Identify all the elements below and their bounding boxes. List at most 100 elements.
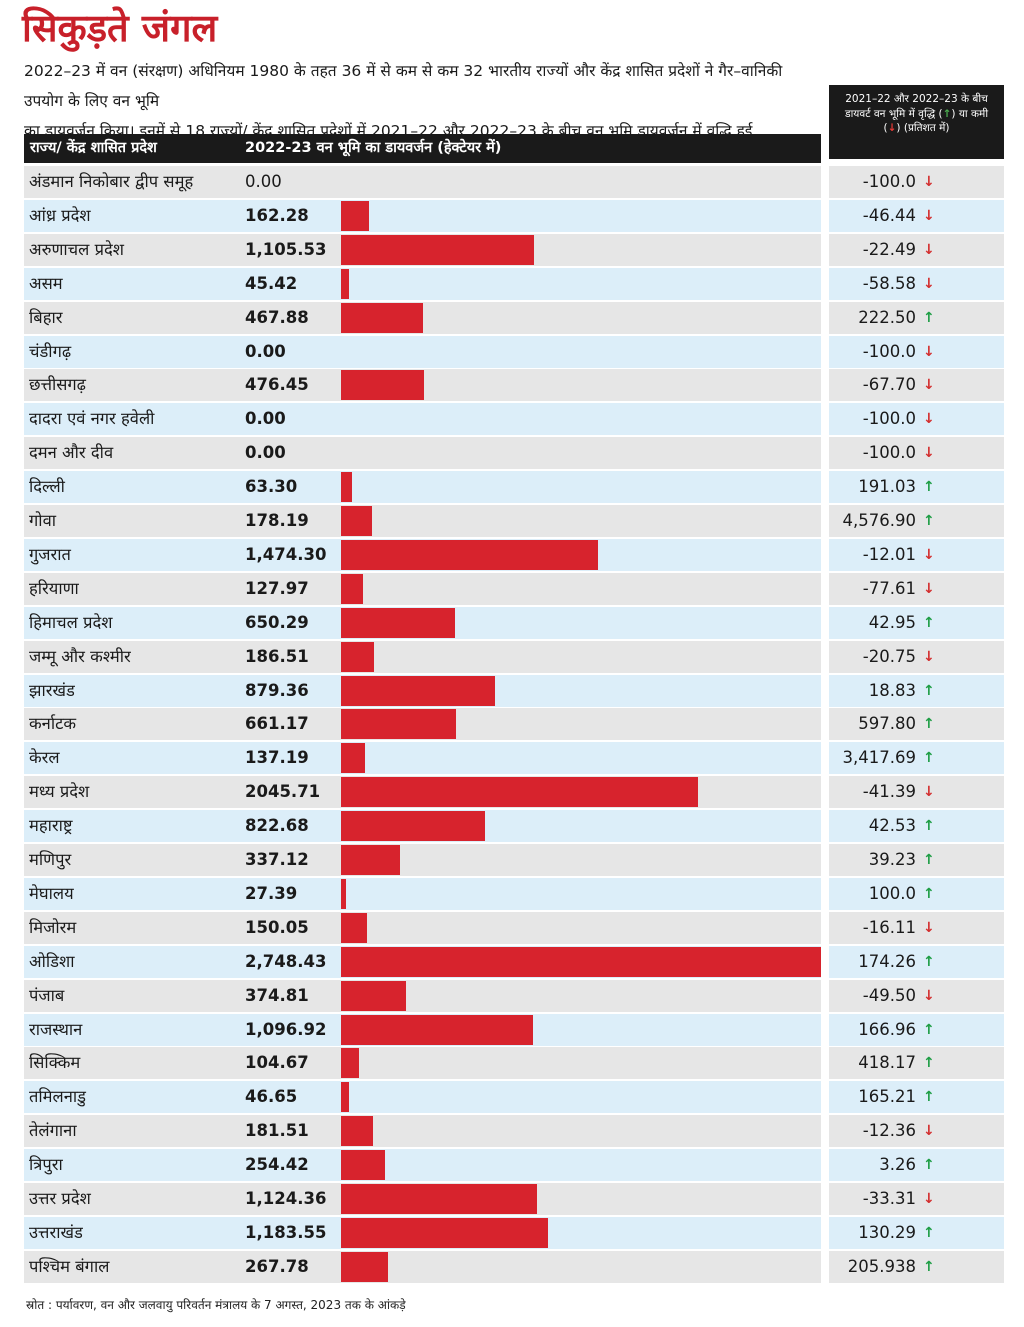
up-arrow-icon: ↑ (923, 513, 935, 529)
table-row: केरल 137.19 3,417.69 ↑ (0, 742, 1024, 775)
change-value: -16.11 (862, 917, 916, 937)
row-cell: सिक्किम 104.67 (24, 1047, 821, 1080)
change-header-line-2a: डायवर्ट वन भूमि में वृद्धि ( (844, 107, 943, 120)
up-arrow-icon: ↑ (923, 750, 935, 767)
diversion-value: 0.00 (245, 172, 282, 191)
row-cell: जम्मू और कश्मीर 186.51 (24, 640, 821, 673)
diversion-bar (341, 912, 368, 943)
diversion-bar (341, 845, 400, 875)
row-cell: महाराष्ट्र 822.68 (24, 810, 821, 843)
diversion-value: 2,748.43 (245, 951, 327, 971)
change-value: 597.80 (858, 714, 916, 734)
chart-title: सिकुड़ते जंगल (22, 6, 218, 50)
table-row: महाराष्ट्र 822.68 42.53 ↑ (0, 810, 1024, 843)
row-cell: असम 45.42 (24, 267, 821, 300)
state-column-header: राज्य/ केंद्र शासित प्रदेश (30, 140, 157, 156)
table-row: झारखंड 879.36 18.83 ↑ (0, 674, 1024, 708)
state-name: जम्मू और कश्मीर (29, 646, 131, 666)
state-name: सिक्किम (29, 1053, 81, 1073)
diversion-value: 0.00 (245, 341, 286, 361)
up-arrow-icon: ↑ (923, 885, 935, 902)
row-cell: गोवा 178.19 (24, 505, 821, 537)
change-cell: 418.17 ↑ (829, 1047, 1004, 1080)
change-cell: -12.36 ↓ (829, 1115, 1004, 1148)
state-name: चंडीगढ़ (29, 341, 72, 361)
table-row: त्रिपुरा 254.42 3.26 ↑ (0, 1149, 1024, 1182)
up-arrow-icon: ↑ (923, 1224, 935, 1241)
down-arrow-icon: ↓ (923, 987, 935, 1004)
diversion-value: 0.00 (245, 409, 286, 429)
state-name: गोवा (29, 511, 57, 530)
up-arrow-icon: ↑ (923, 852, 935, 868)
diversion-value: 150.05 (245, 917, 309, 937)
change-value: 130.29 (858, 1222, 916, 1242)
diversion-bar (341, 472, 353, 503)
diversion-value: 63.30 (245, 477, 298, 497)
down-arrow-icon: ↓ (923, 174, 935, 190)
diversion-bar (341, 980, 407, 1011)
down-arrow-icon: ↓ (923, 580, 935, 597)
change-cell: -12.01 ↓ (829, 538, 1004, 571)
state-name: गुजरात (29, 544, 71, 564)
state-name: अंडमान निकोबार द्वीप समूह (29, 172, 194, 191)
change-value: 39.23 (868, 850, 916, 869)
down-arrow-icon: ↓ (923, 343, 935, 360)
up-arrow-icon: ↑ (923, 614, 935, 631)
table-row: ओडिशा 2,748.43 174.26 ↑ (0, 945, 1024, 979)
table-row: बिहार 467.88 222.50 ↑ (0, 301, 1024, 335)
diversion-value: 374.81 (245, 985, 309, 1005)
diversion-bar (341, 1251, 388, 1282)
diversion-value: 137.19 (245, 748, 309, 768)
diversion-value: 162.28 (245, 205, 309, 225)
table-row: गोवा 178.19 4,576.90 ↑ (0, 505, 1024, 538)
table-row: असम 45.42 -58.58 ↓ (0, 267, 1024, 301)
state-name: आंध्र प्रदेश (29, 205, 91, 225)
change-value: 42.95 (868, 612, 916, 632)
change-value: -20.75 (862, 646, 916, 666)
diversion-bar (341, 777, 699, 808)
row-cell: बिहार 467.88 (24, 301, 821, 334)
change-cell: -67.70 ↓ (829, 369, 1004, 402)
change-cell: 174.26 ↑ (829, 945, 1004, 978)
diversion-bar (341, 1014, 533, 1045)
table-row: गुजरात 1,474.30 -12.01 ↓ (0, 538, 1024, 572)
state-name: केरल (29, 748, 60, 768)
row-cell: कर्नाटक 661.17 (24, 708, 821, 741)
down-arrow-icon: ↓ (923, 241, 935, 258)
table-row: राजस्थान 1,096.92 166.96 ↑ (0, 1013, 1024, 1047)
row-cell: दादरा एवं नगर हवेली 0.00 (24, 403, 821, 436)
row-cell: राजस्थान 1,096.92 (24, 1013, 821, 1046)
state-name: मेघालय (29, 883, 74, 903)
down-arrow-icon: ↓ (923, 784, 935, 801)
diversion-value: 1,124.36 (245, 1189, 327, 1208)
change-value: 191.03 (858, 477, 916, 497)
change-cell: -100.0 ↓ (829, 335, 1004, 368)
diversion-value: 46.65 (245, 1087, 298, 1107)
change-cell: -41.39 ↓ (829, 776, 1004, 809)
row-cell: त्रिपुरा 254.42 (24, 1149, 821, 1182)
table-header: राज्य/ केंद्र शासित प्रदेश 2022-23 वन भू… (24, 134, 821, 163)
down-arrow-icon: ↓ (923, 648, 935, 665)
diversion-bar (341, 1184, 538, 1214)
change-value: -12.36 (862, 1121, 916, 1141)
change-value: -100.0 (862, 409, 916, 429)
row-cell: गुजरात 1,474.30 (24, 538, 821, 571)
diversion-bar (341, 1048, 360, 1079)
change-cell: 42.53 ↑ (829, 810, 1004, 843)
diversion-value: 45.42 (245, 273, 298, 293)
change-value: -33.31 (862, 1189, 916, 1208)
change-cell: 166.96 ↑ (829, 1013, 1004, 1046)
up-arrow-icon: ↑ (923, 716, 935, 733)
state-name: बिहार (29, 307, 63, 327)
diversion-value: 879.36 (245, 680, 309, 700)
change-column-header: 2021–22 और 2022–23 के बीच डायवर्ट वन भूम… (829, 85, 1004, 159)
state-name: मणिपुर (29, 850, 72, 869)
table-row: उत्तर प्रदेश 1,124.36 -33.31 ↓ (0, 1183, 1024, 1216)
table-row: उत्तराखंड 1,183.55 130.29 ↑ (0, 1216, 1024, 1250)
table-row: मिजोरम 150.05 -16.11 ↓ (0, 911, 1024, 945)
change-cell: -77.61 ↓ (829, 572, 1004, 605)
row-cell: दमन और दीव 0.00 (24, 437, 821, 470)
change-cell: 3.26 ↑ (829, 1149, 1004, 1182)
row-cell: मणिपुर 337.12 (24, 844, 821, 876)
diversion-value: 822.68 (245, 816, 309, 836)
